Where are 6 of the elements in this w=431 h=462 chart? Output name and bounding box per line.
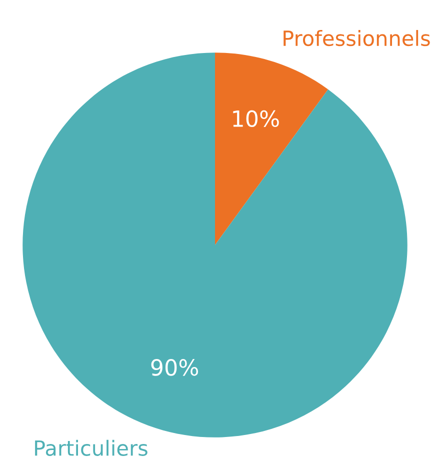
data-label: 90%	[151, 359, 198, 376]
slice-label: Professionnels	[284, 30, 430, 46]
data-label: 10%	[233, 110, 279, 128]
pie-slice	[215, 52, 328, 245]
slice-label: Particuliers	[35, 440, 148, 456]
pie-slice	[22, 52, 408, 438]
